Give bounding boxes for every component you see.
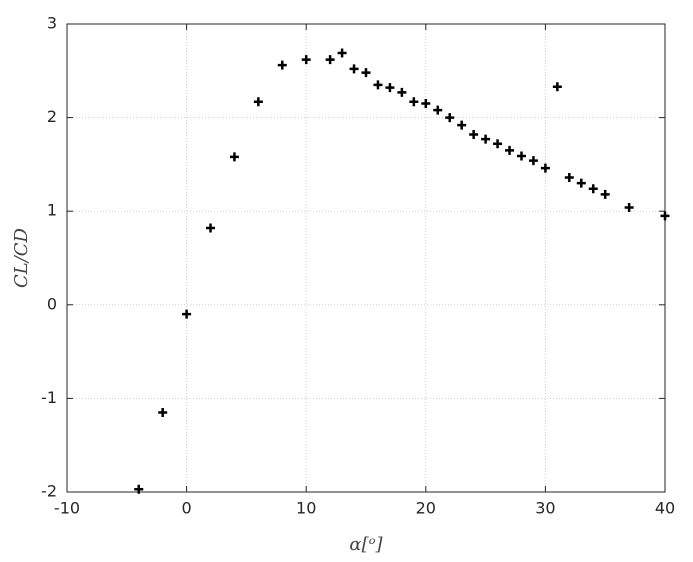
y-tick-label: 1 — [47, 201, 57, 220]
x-axis-label: α[ᵒ] — [349, 534, 383, 555]
marker — [253, 97, 263, 107]
marker — [409, 97, 419, 107]
marker — [481, 134, 491, 144]
marker — [552, 82, 562, 92]
marker — [182, 309, 192, 319]
marker — [576, 178, 586, 188]
marker — [588, 184, 598, 194]
y-tick-label: -1 — [41, 388, 57, 407]
marker — [433, 105, 443, 115]
marker — [349, 64, 359, 74]
marker — [229, 152, 239, 162]
marker — [445, 113, 455, 123]
marker — [385, 83, 395, 93]
marker — [457, 120, 467, 130]
marker — [325, 55, 335, 65]
marker — [493, 139, 503, 149]
marker — [337, 48, 347, 58]
y-tick-label: -2 — [41, 482, 57, 501]
y-tick-label: 0 — [47, 294, 57, 313]
marker — [301, 55, 311, 65]
marker — [134, 484, 144, 494]
marker — [505, 145, 515, 155]
marker — [660, 211, 670, 221]
x-tick-label: 40 — [655, 499, 675, 518]
x-tick-label: 30 — [535, 499, 555, 518]
axes-box — [66, 23, 666, 493]
marker — [361, 68, 371, 78]
marker — [624, 202, 634, 212]
marker — [469, 129, 479, 139]
x-tick-label: 20 — [416, 499, 436, 518]
y-tick-label: 3 — [47, 14, 57, 33]
marker — [564, 173, 574, 183]
x-tick-label: 10 — [296, 499, 316, 518]
x-tick-label: -10 — [54, 499, 80, 518]
marker — [373, 80, 383, 90]
marker — [206, 223, 216, 233]
marker — [158, 407, 168, 417]
marker — [421, 99, 431, 109]
x-tick-label: 0 — [182, 499, 192, 518]
marker — [397, 87, 407, 97]
marker — [528, 156, 538, 166]
plot-area — [67, 24, 665, 492]
y-axis-label: CL/CD — [11, 227, 32, 288]
marker — [600, 189, 610, 199]
marker — [277, 60, 287, 70]
y-tick-label: 2 — [47, 107, 57, 126]
marker — [540, 163, 550, 173]
marker — [516, 151, 526, 161]
